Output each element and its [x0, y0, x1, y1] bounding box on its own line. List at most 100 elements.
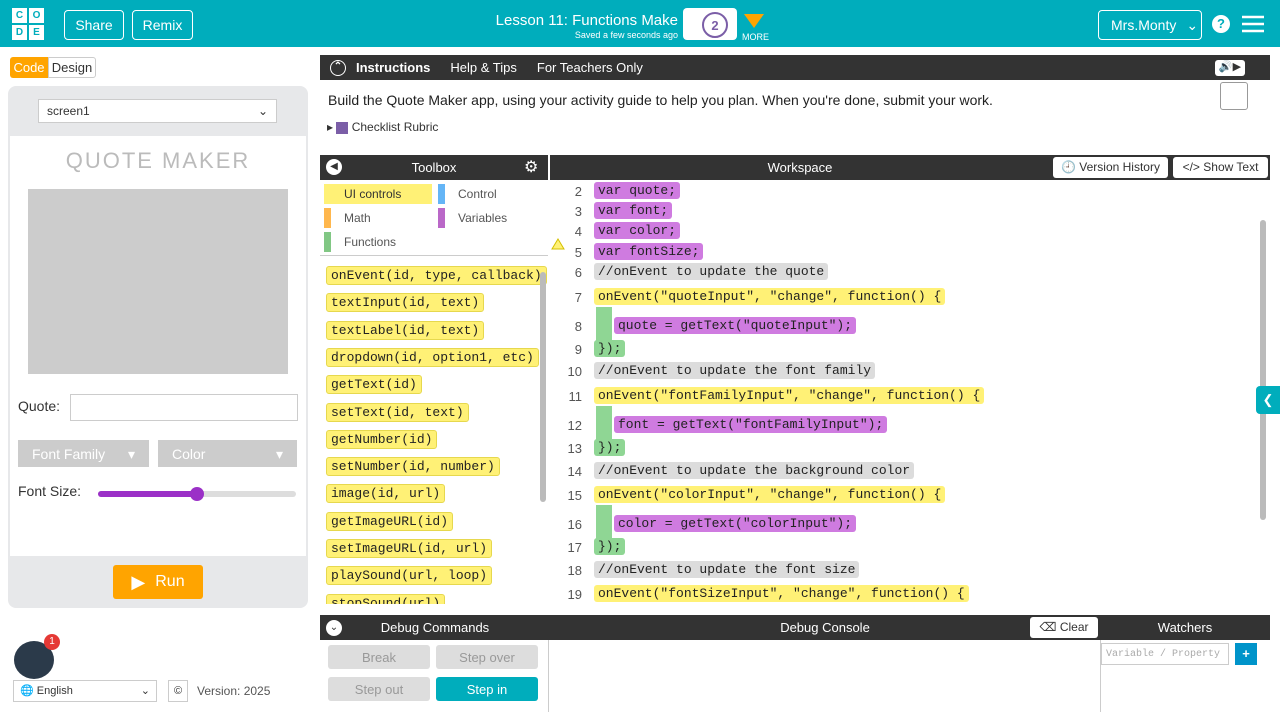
- code-area: 2 var quote; 3 var font; 4 var color; 5 var fon…: [550, 180, 1270, 605]
- line-number: 17: [567, 540, 582, 555]
- instructions-bar: ⌃ Instructions Help & Tips For Teachers …: [320, 55, 1270, 80]
- clear-button[interactable]: ⌫ Clear: [1030, 617, 1098, 638]
- show-text-button[interactable]: </> Show Text: [1173, 157, 1268, 178]
- notification-count: 1: [44, 634, 60, 650]
- toolbox-block[interactable]: playSound(url, loop): [326, 566, 493, 586]
- add-watch-button[interactable]: +: [1235, 643, 1257, 665]
- code-block[interactable]: onEvent("fontSizeInput", "change", funct…: [594, 585, 969, 602]
- divider: [548, 640, 549, 712]
- watch-input[interactable]: Variable / Property: [1101, 643, 1229, 665]
- break-button[interactable]: Break: [328, 645, 430, 669]
- user-menu[interactable]: Mrs.Monty ⌄: [1098, 10, 1202, 40]
- statement-container: [596, 406, 612, 442]
- checklist[interactable]: ▸ Checklist Rubric: [327, 120, 439, 134]
- menu-icon[interactable]: [1242, 15, 1264, 33]
- dictation-button[interactable]: [1220, 82, 1248, 110]
- line-number: 6: [574, 265, 582, 280]
- side-tab[interactable]: ❮: [1256, 386, 1280, 414]
- toolbox-block[interactable]: dropdown(id, option1, etc): [326, 347, 539, 367]
- collapse[interactable]: ⌃: [330, 59, 346, 76]
- debug-console-title: Debug Console: [780, 620, 870, 635]
- line-number: 2: [574, 184, 582, 199]
- language-select[interactable]: 🌐 English ⌄: [13, 680, 157, 702]
- category: Math: [324, 208, 424, 228]
- toolbox-block[interactable]: stopSound(url): [326, 593, 446, 604]
- statement-container: [596, 307, 612, 343]
- line-number: 13: [567, 441, 582, 456]
- watch-placeholder: Variable / Property: [1106, 649, 1221, 660]
- screen-select[interactable]: screen1 ⌄: [38, 99, 277, 123]
- color-dropdown[interactable]: Color ▾: [158, 440, 297, 467]
- step-over-button[interactable]: Step over: [436, 645, 538, 669]
- code-block[interactable]: var color;: [594, 222, 681, 239]
- toolbox-block[interactable]: image(id, url): [326, 484, 446, 504]
- code-block[interactable]: color = getText("colorInput");: [614, 515, 857, 532]
- toolbox-block[interactable]: textInput(id, text): [326, 293, 485, 313]
- step-out-button[interactable]: Step out: [328, 677, 430, 701]
- teachers-tab[interactable]: For Teachers Only: [536, 60, 643, 75]
- toolbox-settings[interactable]: ⚙: [524, 159, 539, 176]
- code-block[interactable]: quote = getText("quoteInput");: [614, 317, 857, 334]
- copyright-button[interactable]: ©: [168, 680, 188, 702]
- code-block[interactable]: var fontSize;: [594, 243, 704, 260]
- audio-button[interactable]: 🔊▶: [1215, 60, 1245, 76]
- color-text: Color: [172, 446, 206, 462]
- palette-scrollbar[interactable]: [540, 272, 546, 502]
- version-history-button[interactable]: 🕘 Version History: [1053, 157, 1168, 178]
- code-scrollbar[interactable]: [1260, 220, 1266, 520]
- code-block[interactable]: //onEvent to update the font size: [594, 561, 860, 578]
- more-label[interactable]: MORE: [742, 32, 769, 42]
- more-icon[interactable]: [742, 12, 766, 30]
- help-tab[interactable]: Help & Tips: [450, 60, 517, 75]
- instructions-tab[interactable]: Instructions: [356, 60, 431, 75]
- code-block[interactable]: var quote;: [594, 182, 681, 199]
- warning-icon: [551, 238, 565, 250]
- run-button[interactable]: ▶ Run: [113, 565, 203, 599]
- code-block[interactable]: });: [594, 538, 626, 555]
- design-tab[interactable]: Design: [48, 57, 96, 78]
- progress-level[interactable]: 2: [702, 12, 728, 38]
- chevron: ⌄: [1186, 16, 1199, 33]
- code-tab[interactable]: Code: [10, 57, 48, 78]
- code-block[interactable]: onEvent("quoteInput", "change", function…: [594, 288, 946, 305]
- line-number: 19: [567, 587, 582, 602]
- help-button[interactable]: ?: [1212, 15, 1230, 33]
- share-button[interactable]: Share: [64, 10, 124, 40]
- code-block[interactable]: font = getText("fontFamilyInput");: [614, 416, 888, 433]
- toolbox-block[interactable]: setImageURL(id, url): [326, 539, 493, 558]
- code-block[interactable]: //onEvent to update the quote: [594, 263, 829, 280]
- line-number: 12: [567, 418, 582, 433]
- code-block[interactable]: onEvent("colorInput", "change", function…: [594, 486, 946, 503]
- toolbox-block[interactable]: getText(id): [326, 375, 422, 395]
- toolbox-block[interactable]: getImageURL(id): [326, 511, 454, 531]
- debug-collapse[interactable]: ⌄: [326, 619, 342, 636]
- font-family-dropdown[interactable]: Font Family ▾: [18, 440, 149, 467]
- line-number: 16: [567, 517, 582, 532]
- header: [0, 0, 1280, 47]
- code-block[interactable]: onEvent("fontFamilyInput", "change", fun…: [594, 387, 985, 404]
- version-history-label: Version History: [1079, 160, 1160, 174]
- toolbox-block[interactable]: onEvent(id, type, callback): [326, 266, 547, 285]
- code-block[interactable]: });: [594, 340, 626, 357]
- show-text-label: Show Text: [1203, 160, 1259, 174]
- toolbox-block[interactable]: setText(id, text): [326, 402, 469, 422]
- toolbox-block[interactable]: textLabel(id, text): [326, 320, 485, 340]
- lesson-title: Lesson 11: Functions Make: [495, 12, 678, 29]
- code-block[interactable]: //onEvent to update the font family: [594, 362, 876, 379]
- quote-input[interactable]: [70, 394, 298, 421]
- slider-thumb[interactable]: [190, 487, 204, 501]
- line-number: 11: [568, 389, 583, 404]
- code-block[interactable]: //onEvent to update the background color: [594, 462, 915, 479]
- line-number: 9: [574, 342, 582, 357]
- code-block[interactable]: });: [594, 439, 626, 456]
- line-number: 5: [574, 245, 582, 260]
- toolbox-collapse[interactable]: ◀: [326, 159, 342, 175]
- code-block[interactable]: var font;: [594, 202, 673, 219]
- step-in-button[interactable]: Step in: [436, 677, 538, 701]
- toolbox-block[interactable]: setNumber(id, number): [326, 457, 500, 477]
- toolbox-block[interactable]: getNumber(id): [326, 429, 438, 449]
- remix-button[interactable]: Remix: [132, 10, 193, 40]
